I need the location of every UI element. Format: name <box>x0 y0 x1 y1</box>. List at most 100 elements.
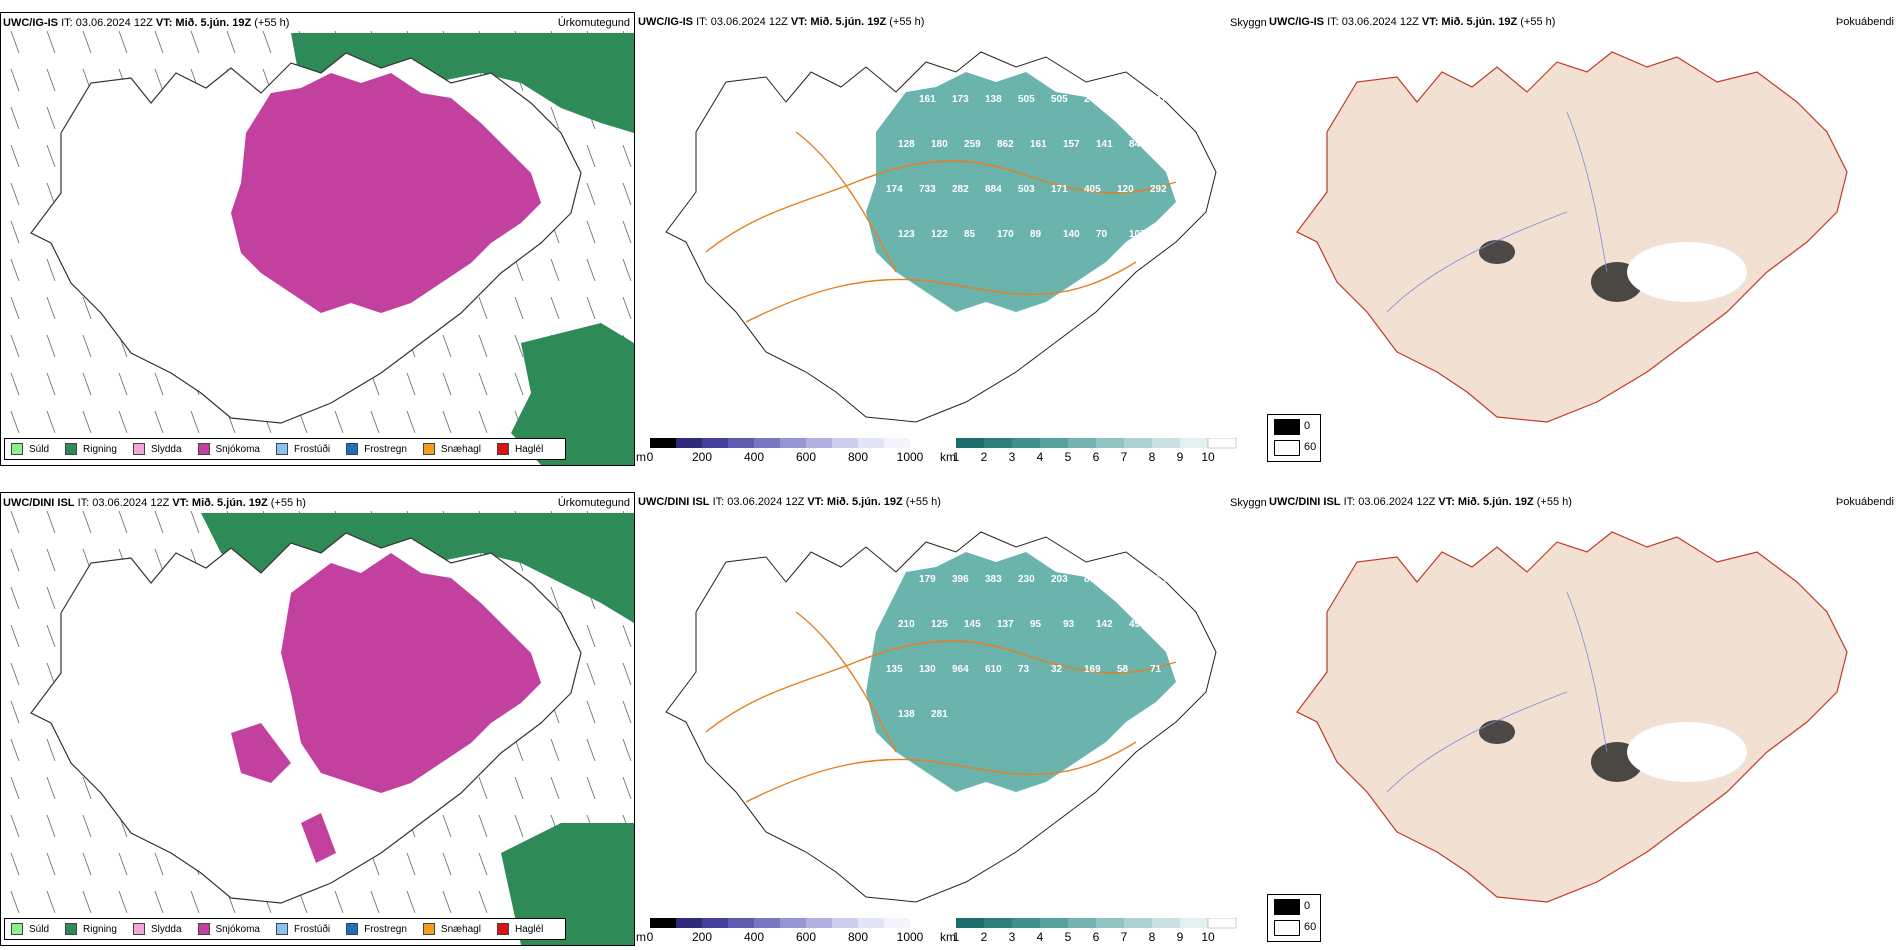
lead-time: (+55 h) <box>1520 16 1556 28</box>
wind-barb <box>46 410 56 434</box>
cloud-height-label: 86 <box>1084 574 1096 585</box>
wind-barb <box>514 738 524 762</box>
wind-barb <box>622 182 632 206</box>
tick-label: 200 <box>691 930 713 944</box>
vis-bar <box>956 917 1237 929</box>
cloud-height-label: 157 <box>1063 139 1080 150</box>
wind-barb <box>46 510 56 534</box>
tick-label: 1 <box>952 930 960 944</box>
cloud-height-label: 120 <box>1117 184 1134 195</box>
wind-barb <box>82 296 92 320</box>
wind-barb <box>406 372 416 396</box>
wind-barb <box>550 776 560 800</box>
lead-time: (+55 h) <box>905 496 941 508</box>
wind-barb <box>10 662 20 686</box>
cloud-height-label: 259 <box>964 139 981 150</box>
tick-label: 4 <box>1036 450 1044 464</box>
cloud-height-label: 862 <box>997 139 1014 150</box>
cloud-height-label: 141 <box>1096 139 1113 150</box>
legend-swatch <box>496 923 509 935</box>
wind-barb <box>46 68 56 92</box>
tick-label: 6 <box>1092 450 1100 464</box>
wind-barb <box>442 890 452 914</box>
cloud-height-label: 84 <box>1129 139 1141 150</box>
wind-barb <box>46 586 56 610</box>
cloud-height-label: 169 <box>1084 664 1101 675</box>
vis-colorbar-1: km 1 2 3 4 5 6 7 8 9 10 <box>940 437 1240 466</box>
tick-label: 600 <box>795 450 817 464</box>
tick-label: 200 <box>691 450 713 464</box>
wind-barb <box>478 334 488 358</box>
model-name: UWC/DINI ISL <box>1269 496 1341 508</box>
fog-legend-black: 0 <box>1304 900 1311 912</box>
height-unit: m <box>636 450 646 464</box>
tick-label: 10 <box>1201 930 1215 944</box>
legend-item: Frostúði <box>275 923 330 935</box>
legend-item: Snæhagl <box>422 443 481 455</box>
cloud-height-label: 210 <box>898 619 915 630</box>
product-title-visibility-1: Skyggni <box>1230 17 1266 29</box>
model-name: UWC/IG-IS <box>3 17 58 29</box>
wind-barb <box>478 814 488 838</box>
valid-time: VT: Mið. 5.jún. 19Z <box>172 497 268 509</box>
wind-barb <box>550 586 560 610</box>
wind-barb <box>46 182 56 206</box>
legend-label: Haglél <box>514 443 544 455</box>
tick-label: 1000 <box>896 930 924 944</box>
wind-barb <box>190 890 200 914</box>
legend-item: Rigning <box>65 923 117 935</box>
wind-barb <box>334 890 344 914</box>
tick-label: 4 <box>1036 930 1044 944</box>
cloud-height-label: 499 <box>1129 619 1146 630</box>
valid-time: VT: Mið. 5.jún. 19Z <box>1421 16 1518 28</box>
wind-barb <box>442 852 452 876</box>
wind-barb <box>406 890 416 914</box>
legend-swatch <box>132 923 145 935</box>
wind-barb <box>82 334 92 358</box>
cloud-height-label: 46 <box>886 94 898 105</box>
legend-item: Frostregn <box>346 923 407 935</box>
cloud-height-label: 231 <box>1162 229 1179 240</box>
fog-panel-1: UWC/IG-IS IT: 03.06.2024 12Z VT: Mið. 5.… <box>1267 12 1900 464</box>
wind-barb <box>46 738 56 762</box>
wind-barb <box>46 776 56 800</box>
cloud-height-label: 281 <box>931 709 948 720</box>
wind-barb <box>478 776 488 800</box>
tick-label: 0 <box>646 450 654 464</box>
height-bar <box>650 918 910 928</box>
visibility-map-2: 68 179 396 383 230 203 86 229 463 210 125 145 137 95 9… <box>665 531 1217 903</box>
legend-item: Haglél <box>496 443 544 455</box>
tick-label: 3 <box>1008 450 1016 464</box>
cloud-height-label: 282 <box>952 184 969 195</box>
cloud-height-label: 174 <box>886 184 903 195</box>
tick-label: 6 <box>1092 930 1100 944</box>
legend-label: Frostregn <box>364 923 407 935</box>
wind-barb <box>586 182 596 206</box>
wind-barb <box>82 30 92 54</box>
tick-label: 2 <box>980 450 988 464</box>
wind-barb <box>10 624 20 648</box>
fog-legend-1: 0 60 <box>1267 414 1321 462</box>
cloud-height-label: 179 <box>919 574 936 585</box>
cloud-height-label: 229 <box>1117 574 1134 585</box>
tick-label: 800 <box>847 450 869 464</box>
wind-barb <box>226 30 236 54</box>
tick-label: 400 <box>743 930 765 944</box>
tick-label: 8 <box>1148 450 1156 464</box>
legend-label: Snjókoma <box>215 923 260 935</box>
wind-barb <box>118 410 128 434</box>
cloud-height-label: 71 <box>1150 664 1162 675</box>
wind-barb <box>550 106 560 130</box>
legend-label: Frostregn <box>364 443 407 455</box>
model-name: UWC/DINI ISL <box>638 496 710 508</box>
wind-barb <box>478 890 488 914</box>
wind-barb <box>10 334 20 358</box>
legend-label: Snæhagl <box>440 443 481 455</box>
wind-barb <box>406 410 416 434</box>
legend-label: Rigning <box>83 923 117 935</box>
product-title-precip-1: Úrkomutegund <box>557 17 630 29</box>
cloud-height-label: 68 <box>886 574 898 585</box>
wind-barb <box>514 776 524 800</box>
cloud-height-label: 242 <box>1084 94 1101 105</box>
cloud-height-label: 138 <box>985 94 1002 105</box>
